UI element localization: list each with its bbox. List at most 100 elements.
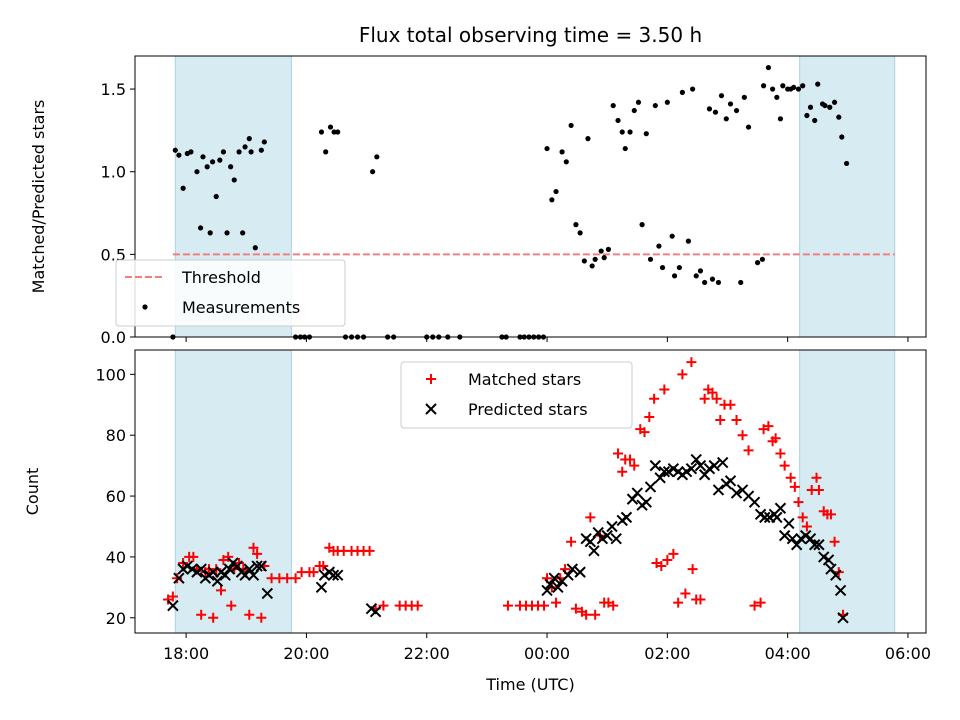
measurement-point — [553, 188, 559, 195]
measurement-point — [659, 264, 666, 271]
measurement-point — [331, 129, 337, 135]
predicted-stars-point — [195, 563, 207, 575]
predicted-stars-point — [261, 587, 274, 600]
predicted-stars-point — [610, 532, 622, 545]
measurement-point — [619, 129, 625, 135]
measurement-point — [610, 102, 616, 109]
measurement-point — [242, 144, 248, 150]
measurement-point — [204, 164, 210, 170]
matched-stars-point — [585, 512, 596, 523]
predicted-stars-point — [211, 575, 224, 587]
predicted-stars-point — [369, 605, 382, 618]
predicted-stars-point — [771, 511, 783, 524]
predicted-stars-point — [544, 578, 556, 591]
measurement-point — [631, 107, 637, 114]
measurement-point — [374, 154, 380, 160]
matched-stars-point — [378, 600, 389, 611]
measurement-point — [248, 149, 254, 155]
measurement-point — [777, 116, 784, 122]
measurement-point — [774, 94, 780, 100]
matched-stars-point — [318, 561, 329, 572]
measurement-point — [718, 93, 725, 99]
matched-stars-point — [625, 454, 636, 465]
measurement-point — [261, 139, 267, 145]
matched-stars-point — [364, 545, 375, 556]
predicted-stars-point — [548, 572, 560, 584]
x-tick-label: 04:00 — [765, 644, 811, 663]
predicted-stars-point — [649, 459, 662, 472]
matched-stars-point — [613, 448, 624, 459]
measurement-point — [733, 107, 740, 114]
measurement-point — [804, 112, 810, 119]
matched-stars-point — [196, 609, 207, 620]
matched-stars-point — [308, 567, 319, 578]
measurement-point — [652, 102, 658, 109]
matched-stars-point — [785, 472, 796, 483]
matched-stars-point — [172, 573, 183, 584]
predicted-stars-point — [243, 563, 255, 575]
predicted-stars-point — [327, 569, 340, 581]
x-axis-label: Time (UTC) — [485, 675, 574, 694]
matched-stars-point — [801, 521, 812, 532]
bottom-panel-counts: 20 40 60 80 100 18:00 20:00 22:00 00:00 02:00 04:0… — [23, 349, 931, 694]
predicted-stars-point — [730, 487, 743, 499]
measurement-point — [643, 131, 649, 137]
x-tick-label: 18:00 — [163, 644, 209, 663]
x-tick-label: 06:00 — [885, 644, 931, 663]
measurement-point — [807, 104, 814, 110]
y-tick-label: 1.5 — [101, 80, 126, 99]
matched-stars-point — [789, 481, 800, 492]
y-tick-label: 80 — [106, 426, 126, 445]
measurement-point — [712, 109, 719, 115]
predicted-stars-point — [783, 517, 795, 530]
predicted-stars-point — [552, 581, 564, 594]
matched-stars-point — [216, 585, 227, 596]
measurement-point — [601, 255, 607, 261]
predicted-stars-point — [167, 599, 179, 612]
measurement-point — [335, 129, 341, 135]
measurement-point — [172, 147, 178, 153]
matched-stars-point — [680, 588, 691, 599]
predicted-stars-point — [712, 484, 725, 496]
matched-stars-point — [763, 421, 774, 432]
measurement-point — [220, 149, 227, 155]
matched-stars-point — [811, 472, 822, 483]
measurement-point — [639, 222, 645, 228]
predicted-stars-point — [223, 563, 236, 575]
measurement-point — [559, 149, 565, 155]
predicted-stars-point — [822, 554, 835, 566]
predicted-stars-point — [708, 459, 720, 472]
measurement-point — [246, 136, 252, 142]
y-tick-label: 0.0 — [101, 328, 126, 347]
y-tick-label: 100 — [95, 365, 126, 384]
predicted-stars-point — [804, 532, 817, 545]
measurement-point — [815, 81, 821, 87]
measurement-point — [836, 114, 842, 120]
measurement-point — [715, 279, 722, 286]
legend-box — [115, 259, 346, 327]
measurement-point — [252, 245, 258, 251]
matched-stars-point — [570, 603, 581, 614]
legend-measurement-label: Measurements — [182, 298, 300, 317]
matched-stars-point — [793, 497, 804, 508]
predicted-stars-point — [640, 496, 653, 508]
matched-stars-point — [749, 600, 760, 611]
predicted-stars-point — [541, 584, 553, 597]
matched-stars-point — [829, 536, 840, 547]
predicted-stars-point — [654, 472, 666, 484]
predicted-stars-point — [620, 511, 633, 524]
predicted-stars-point — [588, 545, 600, 557]
shaded-interval-0 — [174, 349, 292, 634]
measurement-point — [240, 230, 246, 236]
predicted-stars-point — [644, 481, 657, 493]
axes-frame — [134, 55, 927, 338]
matched-stars-point — [581, 609, 592, 620]
y-tick-label: 60 — [106, 487, 126, 506]
x-tick-label: 00:00 — [524, 644, 570, 663]
matched-stars-point — [644, 411, 655, 422]
measurement-point — [563, 159, 569, 165]
matched-stars-point — [711, 393, 722, 404]
y-tick-label: 20 — [106, 609, 126, 628]
measurement-point — [760, 83, 767, 89]
predicted-stars-point — [631, 487, 643, 499]
